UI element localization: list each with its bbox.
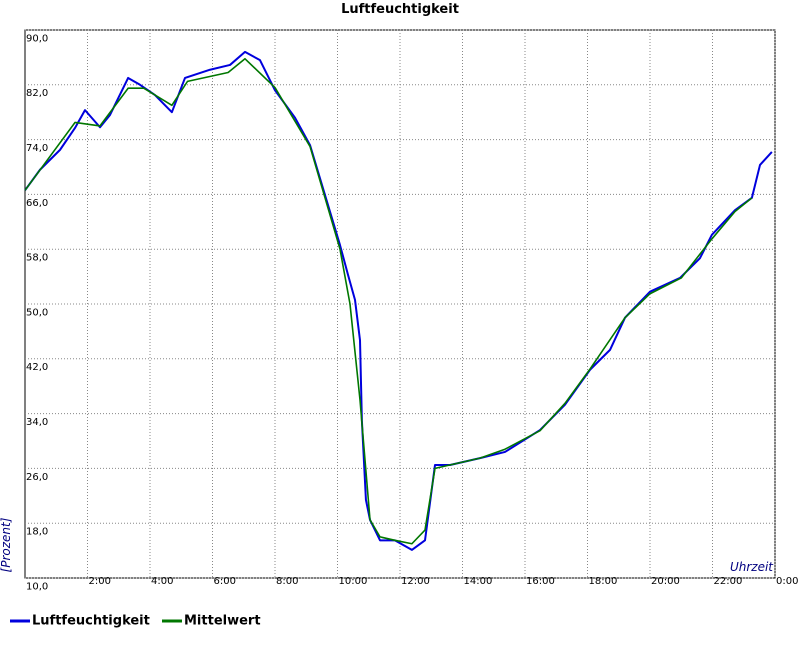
y-tick-label: 34,0 <box>26 417 48 428</box>
x-tick-label: 4:00 <box>151 576 173 587</box>
x-tick-label: 16:00 <box>526 576 555 587</box>
y-tick-label: 10,0 <box>26 581 48 592</box>
x-tick-label: 6:00 <box>214 576 236 587</box>
y-axis-label: [Prozent] <box>0 517 13 572</box>
x-tick-label: 2:00 <box>89 576 111 587</box>
x-axis-label: Uhrzeit <box>730 560 774 574</box>
legend-label: Luftfeuchtigkeit <box>32 614 150 629</box>
x-tick-label: 12:00 <box>401 576 430 587</box>
x-tick-label: 10:00 <box>339 576 368 587</box>
y-tick-label: 82,0 <box>26 88 48 99</box>
y-tick-label: 26,0 <box>26 472 48 483</box>
y-tick-label: 90,0 <box>26 33 48 44</box>
y-tick-label: 74,0 <box>26 143 48 154</box>
y-tick-label: 42,0 <box>26 362 48 373</box>
legend-label: Mittelwert <box>184 614 261 629</box>
y-tick-label: 50,0 <box>26 307 48 318</box>
x-tick-label: 22:00 <box>714 576 743 587</box>
y-tick-label: 58,0 <box>26 253 48 264</box>
x-tick-label: 0:00 <box>776 576 798 587</box>
x-tick-label: 18:00 <box>589 576 618 587</box>
x-tick-label: 8:00 <box>276 576 298 587</box>
y-tick-label: 18,0 <box>26 527 48 538</box>
x-tick-label: 20:00 <box>651 576 680 587</box>
y-tick-label: 66,0 <box>26 198 48 209</box>
x-tick-label: 14:00 <box>464 576 493 587</box>
series-line <box>24 57 753 545</box>
chart-title: Luftfeuchtigkeit <box>341 2 459 17</box>
